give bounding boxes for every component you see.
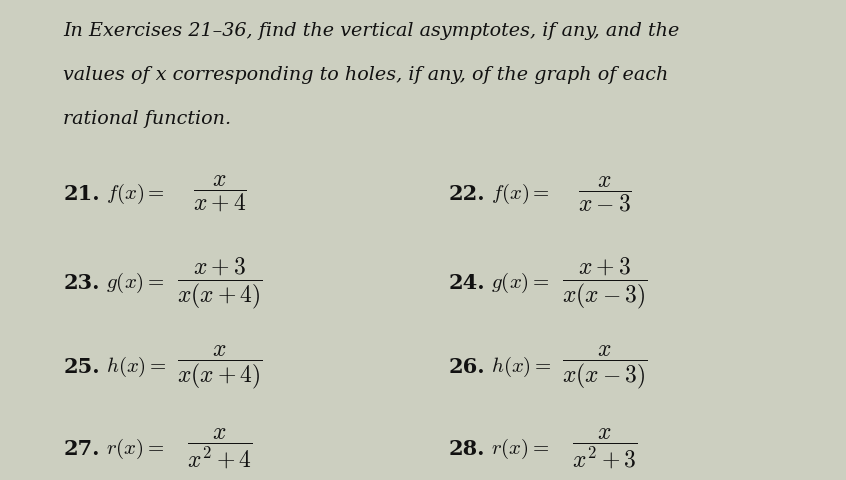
Text: $\dfrac{x + 3}{x(x + 4)}$: $\dfrac{x + 3}{x(x + 4)}$	[177, 255, 263, 311]
Text: $h(x) =$: $h(x) =$	[106, 355, 167, 379]
Text: 22.: 22.	[448, 184, 485, 204]
Text: 25.: 25.	[63, 357, 100, 377]
Text: $r(x) =$: $r(x) =$	[106, 437, 164, 461]
Text: $g(x) =$: $g(x) =$	[491, 271, 549, 295]
Text: $\dfrac{x}{x^2 + 4}$: $\dfrac{x}{x^2 + 4}$	[187, 427, 253, 471]
Text: $r(x) =$: $r(x) =$	[491, 437, 549, 461]
Text: $h(x) =$: $h(x) =$	[491, 355, 552, 379]
Text: $g(x) =$: $g(x) =$	[106, 271, 164, 295]
Text: 23.: 23.	[63, 273, 100, 293]
Text: $\dfrac{x}{x + 4}$: $\dfrac{x}{x + 4}$	[193, 174, 247, 215]
Text: 24.: 24.	[448, 273, 485, 293]
Text: rational function.: rational function.	[63, 110, 232, 128]
Text: $\dfrac{x}{x - 3}$: $\dfrac{x}{x - 3}$	[578, 175, 632, 214]
Text: In Exercises 21–36, find the vertical asymptotes, if any, and the: In Exercises 21–36, find the vertical as…	[63, 22, 680, 40]
Text: 26.: 26.	[448, 357, 485, 377]
Text: 28.: 28.	[448, 439, 485, 459]
Text: $\dfrac{x}{x^2 + 3}$: $\dfrac{x}{x^2 + 3}$	[572, 427, 638, 471]
Text: 21.: 21.	[63, 184, 100, 204]
Text: values of x corresponding to holes, if any, of the graph of each: values of x corresponding to holes, if a…	[63, 66, 669, 84]
Text: $\dfrac{x}{x(x + 4)}$: $\dfrac{x}{x(x + 4)}$	[177, 344, 263, 391]
Text: $f(x) =$: $f(x) =$	[491, 182, 550, 206]
Text: 27.: 27.	[63, 439, 100, 459]
Text: $\dfrac{x}{x(x - 3)}$: $\dfrac{x}{x(x - 3)}$	[562, 344, 648, 391]
Text: $f(x) =$: $f(x) =$	[106, 182, 165, 206]
Text: $\dfrac{x + 3}{x(x - 3)}$: $\dfrac{x + 3}{x(x - 3)}$	[562, 255, 648, 311]
